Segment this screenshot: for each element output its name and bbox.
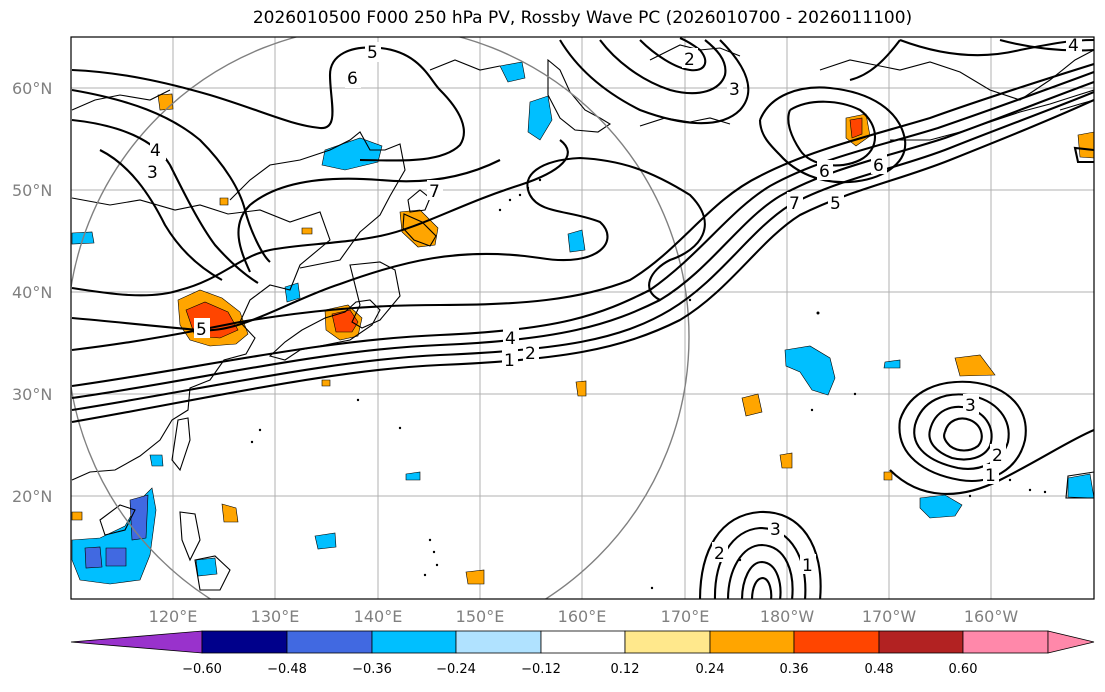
lon-label: 160°W xyxy=(964,607,1019,626)
contour-label: 6 xyxy=(817,160,833,182)
contour-label: 3 xyxy=(768,518,784,540)
map-title: 2026010500 F000 250 hPa PV, Rossby Wave … xyxy=(252,8,913,28)
lat-label: 40°N xyxy=(12,283,52,302)
colorbar-tick: 0.24 xyxy=(696,662,725,677)
contour-label: 1 xyxy=(502,349,518,371)
map-frame xyxy=(70,36,1095,600)
longitude-labels: 120°E 130°E 140°E 150°E 160°E 170°E 180°… xyxy=(149,607,1019,626)
svg-text:2: 2 xyxy=(684,50,695,70)
svg-text:1: 1 xyxy=(504,351,515,371)
contour-label: 3 xyxy=(727,78,743,100)
lat-label: 30°N xyxy=(12,385,52,404)
contour-label: 5 xyxy=(194,318,210,340)
svg-text:4: 4 xyxy=(150,141,161,161)
svg-text:5: 5 xyxy=(196,320,207,340)
lat-label: 20°N xyxy=(12,487,52,506)
contour-label: 5 xyxy=(828,192,844,214)
colorbar-segment xyxy=(793,630,880,654)
contour-label: 1 xyxy=(800,554,816,576)
svg-text:4: 4 xyxy=(505,329,516,349)
svg-text:2: 2 xyxy=(992,446,1003,466)
lon-label: 160°E xyxy=(558,607,607,626)
svg-text:1: 1 xyxy=(985,466,996,486)
contour-label: 2 xyxy=(990,444,1006,466)
contour-label: 2 xyxy=(712,542,728,564)
contour-label: 7 xyxy=(427,180,443,202)
radius-circle xyxy=(71,37,690,599)
lon-label: 170°E xyxy=(661,607,710,626)
svg-text:3: 3 xyxy=(147,163,158,183)
lon-label: 170°W xyxy=(862,607,917,626)
contour-label: 4 xyxy=(150,140,166,161)
colorbar-tick: 0.48 xyxy=(865,662,894,677)
colorbar-tick: −0.12 xyxy=(521,662,561,677)
colorbar-tick: 0.36 xyxy=(780,662,809,677)
svg-text:2: 2 xyxy=(714,544,725,564)
colorbar-segment xyxy=(962,630,1049,654)
svg-text:3: 3 xyxy=(965,396,976,416)
svg-text:7: 7 xyxy=(789,194,800,214)
colorbar-tick: −0.48 xyxy=(267,662,307,677)
contour-label: 2 xyxy=(523,342,539,364)
lon-label: 130°E xyxy=(251,607,300,626)
contour-label: 2 xyxy=(682,48,698,70)
svg-text:6: 6 xyxy=(347,69,358,89)
contour-label: 3 xyxy=(147,162,166,183)
lon-label: 150°E xyxy=(456,607,505,626)
contour-label-group: 1 2 4 5 6 7 5 2 3 6 7 5 6 4 3 4 3 2 1 3 … xyxy=(147,36,1082,576)
contour-label: 5 xyxy=(365,42,381,63)
svg-text:5: 5 xyxy=(830,194,841,214)
contours xyxy=(71,37,1094,599)
svg-text:2: 2 xyxy=(525,344,536,364)
lon-label: 180°W xyxy=(760,607,815,626)
lon-label: 120°E xyxy=(149,607,198,626)
contour-label: 4 xyxy=(503,327,519,349)
colorbar-segment xyxy=(371,630,457,654)
contour-label: 1 xyxy=(983,464,999,486)
colorbar-segment xyxy=(455,630,542,654)
lat-label: 50°N xyxy=(12,181,52,200)
colorbar-segment xyxy=(286,630,373,654)
colorbar-segment xyxy=(878,630,964,654)
colorbar-segment xyxy=(201,630,288,654)
svg-text:6: 6 xyxy=(873,156,884,176)
colorbar-segment xyxy=(540,630,626,654)
colorbar-extend-max xyxy=(1047,630,1095,654)
colorbar-segment xyxy=(709,630,795,654)
islands xyxy=(250,178,1047,590)
colorbar-segment xyxy=(624,630,711,654)
svg-text:1: 1 xyxy=(802,556,813,576)
lat-label: 60°N xyxy=(12,79,52,98)
colorbar-tick: −0.36 xyxy=(352,662,392,677)
contour-label: 6 xyxy=(345,68,361,89)
colorbar-tick: −0.24 xyxy=(436,662,476,677)
svg-text:5: 5 xyxy=(367,43,378,63)
colorbar-tick: 0.60 xyxy=(949,662,978,677)
svg-text:3: 3 xyxy=(770,520,781,540)
colorbar xyxy=(70,630,1095,654)
svg-text:3: 3 xyxy=(729,80,740,100)
colorbar-tick: −0.60 xyxy=(182,662,222,677)
svg-text:7: 7 xyxy=(429,182,440,202)
colorbar-extend-min xyxy=(70,630,203,654)
latitude-labels: 60°N 50°N 40°N 30°N 20°N xyxy=(12,79,52,506)
svg-text:4: 4 xyxy=(1068,36,1079,56)
colorbar-tick: 0.12 xyxy=(611,662,640,677)
contour-label: 7 xyxy=(787,192,803,214)
contour-label: 3 xyxy=(963,394,979,416)
contour-label: 4 xyxy=(1066,36,1082,56)
lon-label: 140°E xyxy=(354,607,403,626)
svg-text:6: 6 xyxy=(819,162,830,182)
colorbar-ticks: −0.60 −0.48 −0.36 −0.24 −0.12 0.12 0.24 … xyxy=(182,662,977,677)
contour-label: 6 xyxy=(871,154,887,176)
